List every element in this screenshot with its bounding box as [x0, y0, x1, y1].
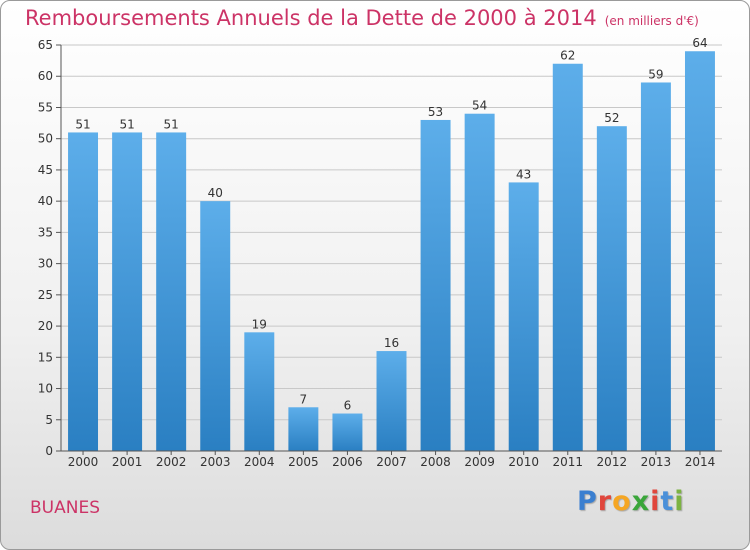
- x-tick-label: 2002: [156, 455, 187, 469]
- x-tick-label: 2007: [376, 455, 407, 469]
- x-tick-label: 2001: [112, 455, 143, 469]
- x-tick-label: 2010: [508, 455, 539, 469]
- data-label: 7: [300, 392, 308, 406]
- data-label: 16: [384, 336, 399, 350]
- logo-letter: o: [612, 486, 632, 517]
- data-label: 59: [648, 67, 663, 81]
- x-tick-label: 2008: [420, 455, 451, 469]
- x-tick-label: 2003: [200, 455, 231, 469]
- bar: [156, 132, 187, 451]
- data-label: 51: [75, 117, 90, 131]
- y-tick-label: 30: [38, 257, 53, 271]
- y-tick-label: 40: [38, 194, 53, 208]
- bar: [288, 407, 319, 451]
- y-tick-label: 20: [38, 319, 53, 333]
- y-tick-label: 25: [38, 288, 53, 302]
- x-tick-label: 2011: [552, 455, 583, 469]
- logo-letter: i: [650, 486, 661, 517]
- x-axis: 2000 2001 2002 2003 2004 2005 2006 2007 2008 2009…: [61, 450, 722, 469]
- data-label: 52: [604, 111, 619, 125]
- bar: [112, 132, 143, 451]
- data-label: 62: [560, 49, 575, 63]
- bars: [68, 51, 715, 451]
- bar: [640, 82, 671, 451]
- y-tick-label: 60: [38, 69, 53, 83]
- data-label: 54: [472, 99, 487, 113]
- y-axis: 0 5 10 15 20 25 30 35 40 45 50 55 60 65: [38, 38, 62, 458]
- bar: [244, 332, 275, 451]
- x-tick-label: 2000: [68, 455, 99, 469]
- title-main: Remboursements Annuels de la Dette de 20…: [25, 6, 597, 30]
- bar: [332, 413, 363, 451]
- y-tick-label: 45: [38, 163, 53, 177]
- bar: [376, 351, 407, 451]
- x-tick-label: 2006: [332, 455, 363, 469]
- bar: [684, 51, 715, 451]
- logo-letter: x: [631, 486, 651, 517]
- logo-letter: t: [660, 486, 675, 517]
- data-label: 40: [208, 186, 223, 200]
- x-tick-label: 2012: [597, 455, 628, 469]
- x-tick-label: 2014: [685, 455, 716, 469]
- logo-letter: i: [674, 486, 685, 517]
- title-unit: (en milliers d'€): [604, 14, 699, 28]
- commune-name: BUANES: [30, 498, 100, 518]
- y-tick-label: 5: [45, 413, 53, 427]
- chart-title: Remboursements Annuels de la Dette de 20…: [25, 6, 699, 30]
- bar: [508, 182, 539, 451]
- data-label: 6: [344, 399, 352, 413]
- data-label: 64: [692, 36, 707, 50]
- y-tick-label: 65: [38, 38, 53, 52]
- y-tick-label: 50: [38, 132, 53, 146]
- bar: [552, 63, 583, 451]
- data-labels: 51 51 51 40 19 7 6 16 53 54 43 62 52 59 64: [75, 36, 707, 412]
- y-tick-label: 15: [38, 350, 53, 364]
- data-label: 51: [119, 117, 134, 131]
- bar: [68, 132, 99, 451]
- bar: [464, 113, 495, 451]
- data-label: 53: [428, 105, 443, 119]
- y-tick-label: 0: [45, 444, 53, 458]
- logo-letter: P: [577, 486, 598, 517]
- y-tick-label: 55: [38, 100, 53, 114]
- y-tick-label: 35: [38, 225, 53, 239]
- bar: [200, 201, 231, 451]
- logo-letter: r: [597, 486, 613, 517]
- bar: [596, 126, 627, 451]
- bar: [420, 119, 451, 451]
- data-label: 19: [252, 317, 267, 331]
- x-tick-label: 2013: [641, 455, 672, 469]
- x-tick-label: 2004: [244, 455, 275, 469]
- data-label: 51: [164, 117, 179, 131]
- x-tick-label: 2009: [464, 455, 495, 469]
- proxiti-logo: Proxiti: [577, 486, 685, 517]
- y-tick-label: 10: [38, 382, 53, 396]
- data-label: 43: [516, 167, 531, 181]
- x-tick-label: 2005: [288, 455, 319, 469]
